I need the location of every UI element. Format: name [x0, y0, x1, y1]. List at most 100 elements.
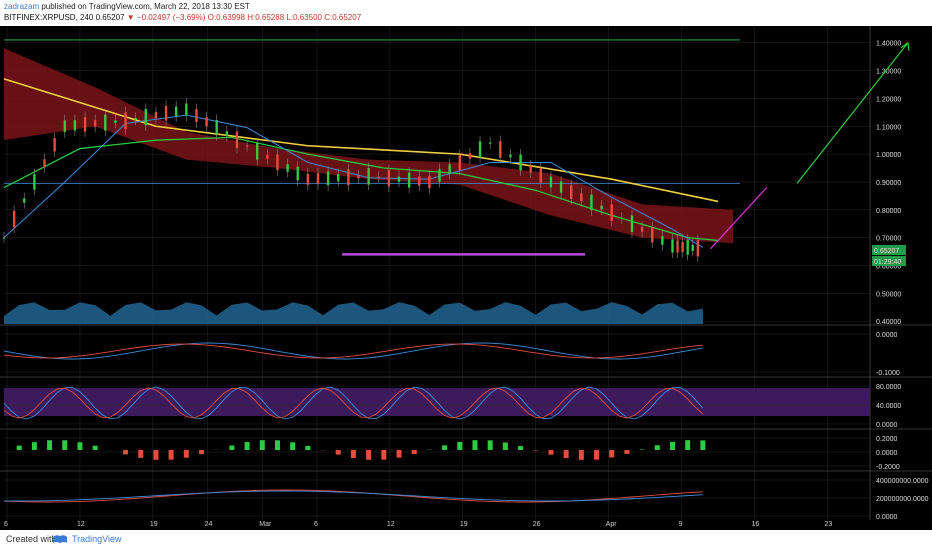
candle-body — [43, 159, 46, 168]
macd-line — [3, 342, 703, 360]
candle-body — [124, 112, 127, 130]
candle-body — [509, 154, 512, 158]
momentum-bar — [16, 445, 22, 450]
momentum-bar — [563, 450, 569, 459]
indicator-tick-label: 0.0000 — [876, 514, 898, 521]
candle-body — [387, 170, 391, 187]
candle-body — [154, 112, 158, 119]
ohlc-low: L:0.63500 — [286, 13, 322, 22]
candle-body — [73, 120, 77, 131]
chart-background — [0, 26, 932, 530]
price-tick-label: 1.40000 — [876, 41, 901, 48]
price-tick-label: 0.90000 — [876, 180, 901, 187]
time-tick-label: Apr — [606, 521, 618, 528]
candle-body — [225, 131, 229, 137]
tradingview-brand[interactable]: TradingView — [72, 534, 122, 544]
countdown-badge — [872, 256, 906, 267]
time-tick-label: 12 — [387, 521, 395, 528]
candle-body — [640, 226, 644, 232]
candle-body — [104, 114, 107, 131]
candle-body — [696, 240, 700, 257]
candle-body — [83, 117, 87, 132]
candle-body — [448, 164, 451, 174]
price-chart[interactable]: 1.40000 1.30000 1.20000 1.10000 1.00000 0.900… — [0, 26, 932, 530]
candle-body — [580, 193, 583, 202]
candle-body — [488, 142, 492, 144]
indicator-tick-label: 0.2000 — [876, 436, 898, 443]
momentum-bar — [548, 450, 554, 455]
candle-body — [407, 172, 411, 188]
candle-body — [686, 240, 689, 255]
candle-body — [185, 103, 188, 116]
momentum-bar — [411, 450, 417, 455]
candle-body — [2, 237, 6, 239]
obv-signal-line — [3, 490, 703, 502]
last-price-badge — [872, 245, 906, 256]
publisher-username[interactable]: zadrazam — [4, 2, 40, 11]
candle-body — [326, 171, 330, 186]
ohlc-close: C:0.65207 — [324, 13, 362, 22]
candle-body — [134, 117, 137, 120]
candle-body — [661, 236, 664, 245]
candle-body — [276, 154, 279, 171]
green-arrow — [796, 42, 909, 184]
indicator-tick-label: 40.0000 — [876, 403, 901, 410]
momentum-bar — [654, 445, 660, 450]
publish-info: published on TradingView.com, March 22, … — [41, 2, 250, 11]
candle-body — [266, 155, 269, 159]
macd-signal-line — [3, 343, 703, 359]
candle-body — [357, 175, 360, 179]
indicator-tick-label: 0.0000 — [876, 450, 898, 457]
momentum-bar — [669, 441, 675, 450]
time-tick-label: 6 — [4, 521, 8, 528]
momentum-bar — [685, 440, 691, 450]
candle-body — [63, 120, 66, 133]
candle-body — [610, 204, 613, 221]
candle-body — [215, 120, 218, 136]
price-tick-label: 1.20000 — [876, 96, 901, 103]
candle-body — [651, 227, 654, 243]
momentum-bar — [335, 450, 341, 455]
momentum-bar — [381, 450, 387, 460]
momentum-bar — [62, 440, 68, 450]
indicator-tick-label: -0.1000 — [876, 370, 900, 377]
momentum-bar — [442, 445, 448, 450]
momentum-bar — [305, 445, 311, 450]
time-tick-label: 12 — [77, 521, 85, 528]
time-tick-label: 9 — [679, 521, 683, 528]
price-tick-label: 1.00000 — [876, 152, 901, 159]
price-tick-label: 0.70000 — [876, 236, 901, 243]
candle-body — [286, 164, 289, 172]
tradingview-logo-icon — [53, 535, 67, 543]
ichimoku-cloud — [4, 48, 734, 244]
candle-body — [458, 155, 461, 170]
created-with-text: Created with — [6, 534, 57, 544]
momentum-bar — [350, 450, 356, 458]
price-tick-label: 0.80000 — [876, 208, 901, 215]
candle-body — [306, 173, 310, 185]
momentum-bar — [31, 442, 37, 450]
momentum-bar — [47, 440, 53, 450]
momentum-bar — [244, 442, 250, 450]
momentum-bar — [229, 445, 235, 450]
candle-body — [549, 176, 553, 188]
momentum-bar — [502, 442, 508, 450]
candle-body — [570, 185, 573, 199]
candle-body — [367, 168, 370, 185]
candle-body — [316, 173, 320, 185]
symbol-line: BITFINEX:XRPUSD, 240 0.65207 ▼ −0.02497 … — [4, 13, 361, 22]
time-tick-label: Mar — [259, 521, 272, 528]
countdown-badge-text: 01:29:40 — [874, 259, 901, 266]
candle-body — [174, 106, 178, 117]
candle-body — [195, 109, 198, 123]
momentum-bar — [290, 442, 296, 450]
candle-body — [438, 169, 441, 182]
momentum-bar — [472, 440, 478, 450]
ohlc-high: H:0.65288 — [247, 13, 285, 22]
price-tick-label: 0.50000 — [876, 291, 901, 298]
chart-header: zadrazam published on TradingView.com, M… — [0, 0, 932, 26]
last-price-badge-text: 0.65207 — [874, 248, 899, 255]
momentum-bar — [168, 450, 174, 460]
stoch-d-line — [3, 387, 704, 419]
last-price: 0.65207 — [95, 13, 125, 22]
